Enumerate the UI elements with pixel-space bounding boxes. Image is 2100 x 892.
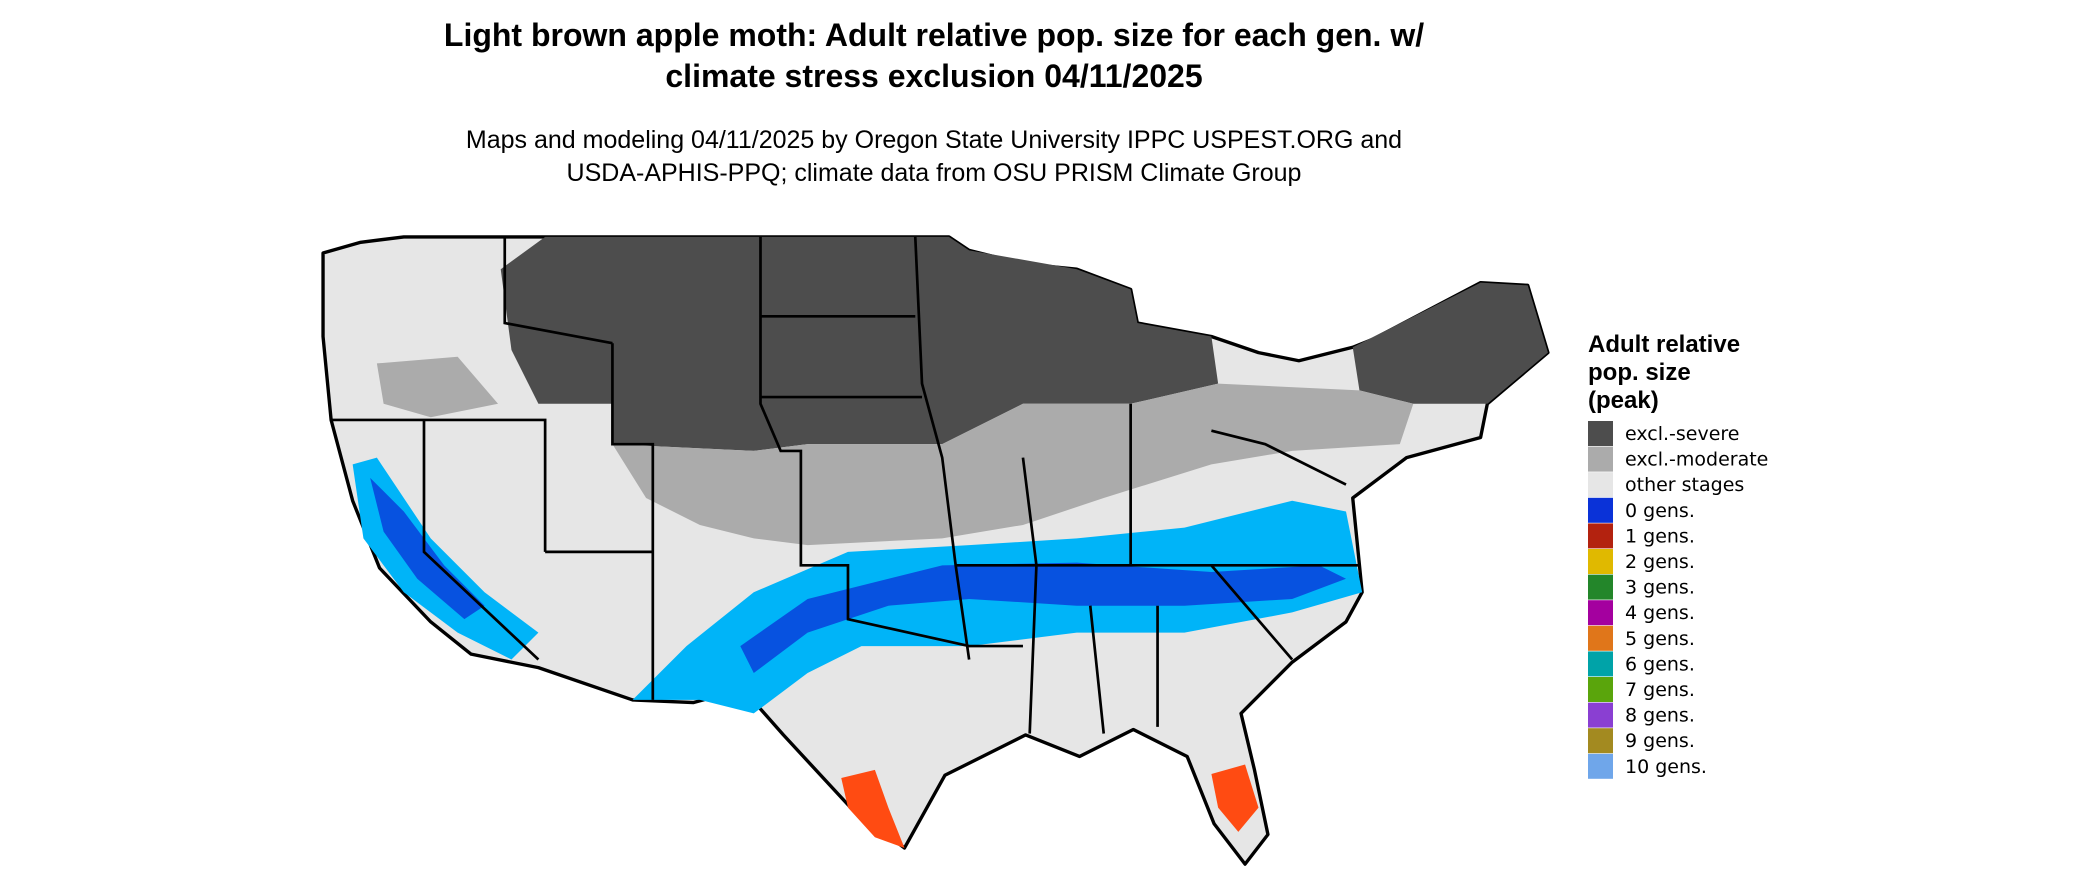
legend-swatch — [1588, 446, 1613, 472]
south-texas-patch — [841, 769, 905, 848]
legend-swatch — [1588, 702, 1613, 728]
legend-label: 9 gens. — [1625, 730, 1695, 752]
legend-label: 5 gens. — [1625, 628, 1695, 650]
legend-swatch — [1588, 549, 1613, 574]
us-map — [321, 235, 1550, 866]
legend-title: Adult relative — [1588, 331, 1740, 358]
legend-swatch — [1588, 472, 1613, 498]
legend-swatch — [1588, 600, 1613, 626]
legend-swatch — [1588, 625, 1613, 651]
legend-label: 2 gens. — [1625, 551, 1695, 573]
legend-label: 1 gens. — [1625, 525, 1695, 547]
legend-label: 8 gens. — [1625, 705, 1695, 727]
legend-swatch — [1588, 421, 1613, 446]
legend-label: 4 gens. — [1625, 602, 1695, 624]
legend-label: excl.-severe — [1625, 423, 1740, 445]
legend-swatch — [1588, 497, 1613, 523]
legend-title: pop. size — [1588, 359, 1691, 386]
light-blue-band — [352, 457, 1363, 714]
state-borders — [329, 236, 1360, 734]
subtitle-line: USDA-APHIS-PPQ; climate data from OSU PR… — [567, 159, 1302, 187]
legend-label: 6 gens. — [1625, 653, 1695, 675]
title-line: Light brown apple moth: Adult relative p… — [444, 17, 1424, 53]
legend-label: excl.-moderate — [1625, 449, 1768, 471]
legend-swatch — [1588, 728, 1613, 754]
legend-swatch — [1588, 523, 1613, 549]
dark-blue-band — [370, 477, 1346, 673]
legend-swatch — [1588, 677, 1613, 702]
legend-label: 3 gens. — [1625, 577, 1695, 599]
legend-swatch — [1588, 753, 1613, 779]
legend-title: (peak) — [1588, 387, 1659, 414]
legend-label: 7 gens. — [1625, 679, 1695, 701]
moderate-region — [376, 356, 1414, 546]
subtitle-line: Maps and modeling 04/11/2025 by Oregon S… — [466, 126, 1402, 154]
legend-swatch — [1588, 574, 1613, 600]
legend-label: other stages — [1625, 474, 1744, 496]
legend-swatch — [1588, 651, 1613, 677]
legend-label: 10 gens. — [1625, 756, 1707, 778]
south-florida-patch — [1211, 764, 1259, 832]
title-line: climate stress exclusion 04/11/2025 — [665, 58, 1202, 94]
legend-label: 0 gens. — [1625, 500, 1695, 522]
